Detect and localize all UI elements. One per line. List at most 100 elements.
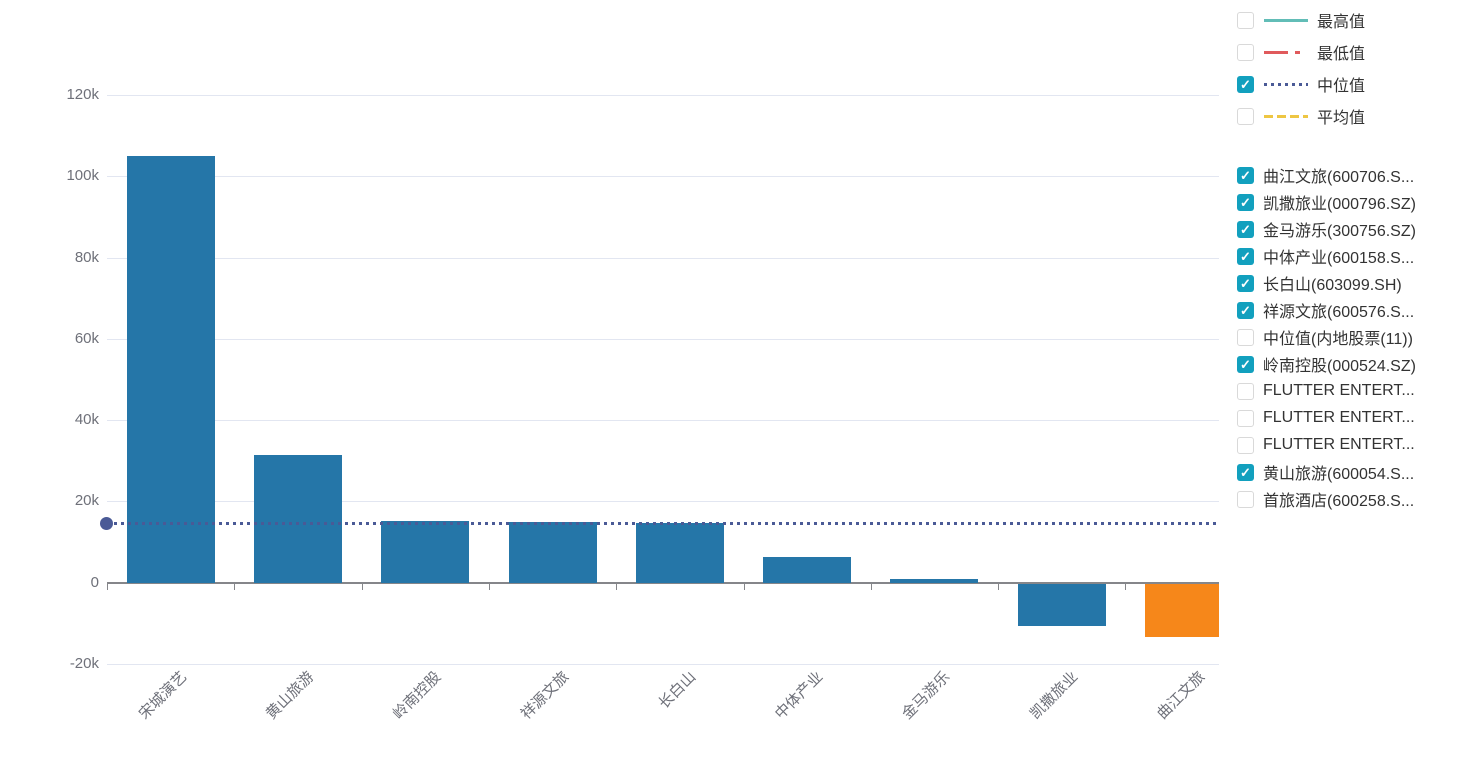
y-gridline: [107, 338, 1219, 340]
unchecked-checkbox[interactable]: [1237, 382, 1254, 400]
legend-item-最高值[interactable]: 最高值: [1237, 11, 1366, 31]
solid-line-sample-icon: [1264, 18, 1308, 22]
unchecked-checkbox[interactable]: [1237, 409, 1254, 427]
checked-checkbox[interactable]: ✓: [1237, 274, 1254, 292]
checked-checkbox[interactable]: ✓: [1237, 166, 1254, 184]
median-line-dot-marker: [100, 516, 113, 530]
dashed-line-sample-icon: [1264, 114, 1308, 118]
series-item-row[interactable]: FLUTTER ENTERT...: [1237, 409, 1416, 427]
bar-中体产业[interactable]: [763, 556, 852, 583]
y-gridline: [107, 176, 1219, 178]
x-axis-tick: [234, 582, 236, 590]
bar-金马游乐[interactable]: [890, 578, 979, 583]
series-item-row[interactable]: ✓ 黄山旅游(600054.S...: [1237, 463, 1416, 483]
legend-stat-lines: 最高值最低值 ✓ 中位值平均值: [1237, 11, 1365, 139]
x-axis-category-label: 长白山: [655, 668, 700, 713]
series-item-label: FLUTTER ENTERT...: [1263, 409, 1415, 426]
unchecked-checkbox[interactable]: [1237, 328, 1254, 346]
checked-checkbox[interactable]: ✓: [1237, 75, 1254, 93]
legend-item-label: 最低值: [1317, 46, 1366, 63]
y-gridline: [107, 257, 1219, 259]
y-gridline: [107, 663, 1219, 665]
series-item-row[interactable]: 中位值(内地股票(11)): [1237, 328, 1416, 348]
series-item-row[interactable]: ✓ 祥源文旅(600576.S...: [1237, 301, 1416, 321]
series-item-row[interactable]: ✓ 曲江文旅(600706.S...: [1237, 166, 1416, 186]
unchecked-checkbox[interactable]: [1237, 43, 1254, 61]
checked-checkbox[interactable]: ✓: [1237, 193, 1254, 211]
legend-series-list: ✓ 曲江文旅(600706.S... ✓ 凯撒旅业(000796.SZ) ✓ 金马游乐(3…: [1237, 166, 1416, 517]
unchecked-checkbox[interactable]: [1237, 490, 1254, 508]
x-axis-category-label: 祥源文旅: [517, 668, 572, 723]
series-item-label: 曲江文旅(600706.S...: [1263, 169, 1415, 186]
series-item-label: 中位值(内地股票(11)): [1263, 331, 1413, 348]
series-item-label: 长白山(603099.SH): [1263, 277, 1402, 294]
check-icon: ✓: [1240, 302, 1251, 318]
y-gridline: [107, 95, 1219, 96]
series-item-row[interactable]: ✓ 中体产业(600158.S...: [1237, 247, 1416, 267]
y-axis-tick-label: 0: [90, 573, 99, 591]
x-axis-tick: [998, 582, 1000, 590]
bar-祥源文旅[interactable]: [508, 521, 597, 583]
series-item-label: 首旅酒店(600258.S...: [1263, 493, 1415, 510]
legend-item-label: 中位值: [1317, 78, 1366, 95]
checked-checkbox[interactable]: ✓: [1237, 247, 1254, 265]
unchecked-checkbox[interactable]: [1237, 107, 1254, 125]
legend-item-label: 最高值: [1317, 14, 1366, 31]
x-axis-tick: [488, 582, 490, 590]
series-item-row[interactable]: ✓ 岭南控股(000524.SZ): [1237, 355, 1416, 375]
median-value-line: [107, 521, 1219, 525]
series-item-row[interactable]: ✓ 长白山(603099.SH): [1237, 274, 1416, 294]
y-axis-tick-label: -20k: [69, 654, 99, 672]
y-axis-tick-label: 120k: [66, 86, 99, 103]
series-item-label: 祥源文旅(600576.S...: [1263, 304, 1415, 321]
x-axis-category-label: 中体产业: [771, 668, 827, 723]
legend-item-中位值[interactable]: ✓ 中位值: [1237, 75, 1366, 95]
check-icon: ✓: [1240, 194, 1251, 210]
legend-item-最低值[interactable]: 最低值: [1237, 43, 1366, 63]
series-item-row[interactable]: FLUTTER ENTERT...: [1237, 382, 1416, 400]
unchecked-checkbox[interactable]: [1237, 11, 1254, 29]
x-axis-category-label: 凯撒旅业: [1026, 668, 1082, 723]
check-icon: ✓: [1240, 167, 1251, 183]
series-item-label: FLUTTER ENTERT...: [1263, 382, 1415, 399]
series-item-row[interactable]: ✓ 凯撒旅业(000796.SZ): [1237, 193, 1416, 213]
bar-长白山[interactable]: [635, 522, 724, 583]
series-item-label: 凯撒旅业(000796.SZ): [1263, 196, 1416, 213]
y-gridline: [107, 420, 1219, 421]
checked-checkbox[interactable]: ✓: [1237, 463, 1254, 481]
unchecked-checkbox[interactable]: [1237, 436, 1254, 454]
x-axis-tick: [361, 582, 363, 590]
y-axis-tick-label: 60k: [74, 329, 99, 347]
checked-checkbox[interactable]: ✓: [1237, 220, 1254, 238]
series-item-label: 中体产业(600158.S...: [1263, 250, 1415, 267]
x-axis-tick: [107, 582, 108, 590]
check-icon: ✓: [1240, 356, 1251, 372]
y-axis-tick-label: 40k: [74, 411, 99, 428]
y-axis-tick-label: 20k: [74, 492, 99, 510]
series-item-label: 黄山旅游(600054.S...: [1263, 466, 1415, 483]
series-item-label: 岭南控股(000524.SZ): [1263, 358, 1416, 375]
bar-曲江文旅[interactable]: [1145, 583, 1219, 638]
checked-checkbox[interactable]: ✓: [1237, 301, 1254, 319]
legend-item-label: 平均值: [1317, 110, 1366, 127]
x-axis-category-label: 岭南控股: [390, 668, 445, 723]
bar-岭南控股[interactable]: [381, 520, 470, 583]
x-axis-tick: [870, 582, 872, 590]
y-gridline: [107, 501, 1219, 503]
series-item-row[interactable]: FLUTTER ENTERT...: [1237, 436, 1416, 454]
x-axis-category-label: 曲江文旅: [1153, 668, 1209, 723]
bar-凯撒旅业[interactable]: [1017, 583, 1106, 626]
bar-黄山旅游[interactable]: [253, 454, 342, 583]
bar-宋城演艺[interactable]: [126, 155, 215, 583]
legend-item-平均值[interactable]: 平均值: [1237, 107, 1366, 127]
dotted-line-sample-icon: [1264, 82, 1308, 86]
series-item-row[interactable]: 首旅酒店(600258.S...: [1237, 490, 1416, 510]
y-axis-tick-label: 80k: [74, 248, 99, 266]
series-item-row[interactable]: ✓ 金马游乐(300756.SZ): [1237, 220, 1416, 240]
checked-checkbox[interactable]: ✓: [1237, 355, 1254, 373]
x-axis-tick: [1125, 582, 1127, 590]
check-icon: ✓: [1240, 275, 1251, 291]
series-item-label: 金马游乐(300756.SZ): [1263, 223, 1416, 240]
check-icon: ✓: [1240, 464, 1251, 480]
